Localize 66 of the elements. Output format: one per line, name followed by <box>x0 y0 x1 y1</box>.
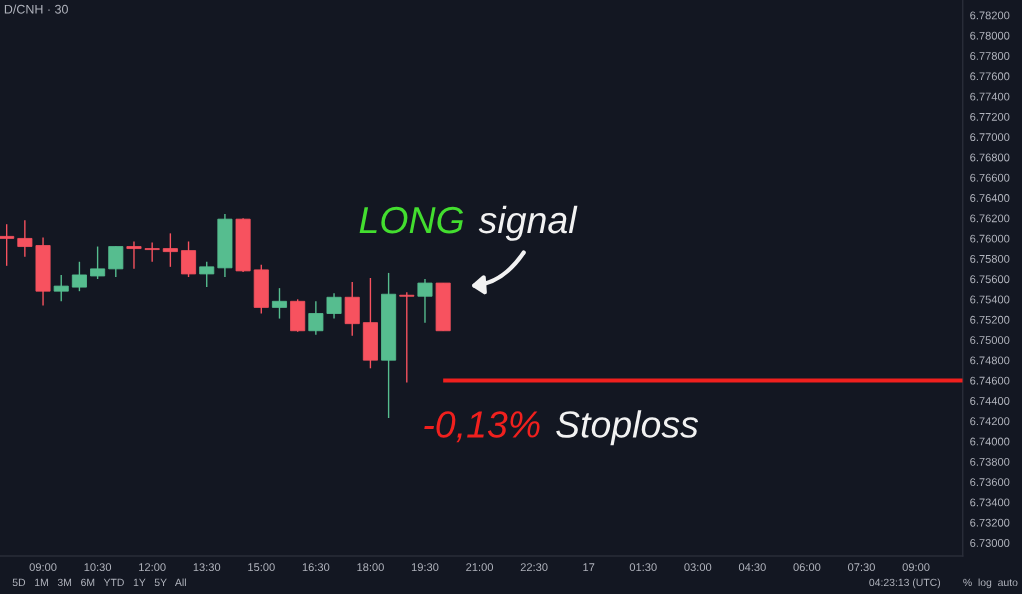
y-tick-label: 6.76200 <box>970 214 1010 223</box>
x-tick-label: 09:00 <box>29 563 57 572</box>
chart-title: D/CNH · 30 <box>4 4 68 14</box>
x-tick-label: 06:00 <box>793 563 821 572</box>
y-tick-label: 6.76000 <box>970 234 1010 243</box>
candlestick <box>271 287 287 320</box>
candlestick <box>162 232 178 268</box>
candlestick <box>108 245 124 278</box>
x-tick-label: 19:30 <box>411 563 439 572</box>
candlestick <box>126 240 142 270</box>
x-tick-label: 07:30 <box>848 563 875 572</box>
y-tick-label: 6.73400 <box>970 498 1010 507</box>
candlestick <box>199 261 215 288</box>
text: % log auto <box>963 578 1018 589</box>
candlestick <box>144 241 160 263</box>
x-tick-label: 01:30 <box>629 563 657 572</box>
x-tick-label: 09:00 <box>902 563 930 572</box>
y-tick-label: 6.76400 <box>970 194 1010 202</box>
y-tick-label: 6.73200 <box>970 518 1010 527</box>
candlestick <box>71 261 87 292</box>
y-tick-label: 6.75400 <box>970 295 1010 304</box>
text: 04:23:13 (UTC) <box>869 578 941 589</box>
candlestick <box>90 245 106 280</box>
candlestick <box>181 240 197 278</box>
y-tick-label: 6.78000 <box>970 31 1010 40</box>
x-tick-label: 12:00 <box>139 563 166 572</box>
x-tick-label: 21:00 <box>466 563 494 572</box>
y-tick-label: 6.73600 <box>970 478 1010 487</box>
y-tick-label: 6.75800 <box>970 254 1010 263</box>
y-tick-label: 6.75600 <box>970 275 1010 284</box>
annotation: -0,13% Stoploss <box>424 410 699 446</box>
y-tick-label: 6.77400 <box>970 92 1010 101</box>
candlestick <box>399 291 415 384</box>
x-tick-label: 15:00 <box>248 563 275 572</box>
y-tick-label: 6.76800 <box>970 153 1010 162</box>
y-tick-label: 6.75000 <box>970 336 1010 345</box>
y-tick-label: 6.75200 <box>970 315 1010 324</box>
x-tick-label: 16:30 <box>302 563 330 572</box>
annotation: LONG signal <box>359 205 578 241</box>
y-tick-label: 6.74000 <box>970 437 1010 446</box>
candlestick <box>417 278 433 324</box>
x-tick-label: 22:30 <box>520 563 548 572</box>
candlestick <box>326 292 342 320</box>
x-tick-label: 18:00 <box>357 563 384 572</box>
x-tick-label: 13:30 <box>193 563 221 572</box>
y-tick-label: 6.74400 <box>970 397 1010 405</box>
x-tick-label: 10:30 <box>84 563 112 572</box>
text: 5D 1M 3M 6M YTD 1Y 5Y All <box>12 578 186 587</box>
candlestick <box>308 300 324 336</box>
y-tick-label: 6.73000 <box>970 539 1010 547</box>
y-tick-label: 6.76600 <box>970 173 1010 182</box>
candlestick <box>17 219 33 258</box>
y-tick-label: 6.78200 <box>970 11 1010 20</box>
candlestick <box>0 223 15 267</box>
x-tick-label: 03:00 <box>684 563 712 572</box>
y-tick-label: 6.77000 <box>970 133 1010 142</box>
y-tick-label: 6.77800 <box>970 52 1010 60</box>
y-tick-label: 6.73800 <box>970 457 1010 466</box>
x-tick-label: 17 <box>583 563 595 571</box>
y-tick-label: 6.74600 <box>970 376 1010 385</box>
y-tick-label: 6.77200 <box>970 112 1010 121</box>
y-tick-label: 6.74200 <box>970 417 1010 426</box>
y-tick-label: 6.74800 <box>970 356 1010 365</box>
y-tick-label: 6.77600 <box>970 72 1010 81</box>
candlestick <box>53 274 69 303</box>
x-tick-label: 04:30 <box>738 563 766 572</box>
